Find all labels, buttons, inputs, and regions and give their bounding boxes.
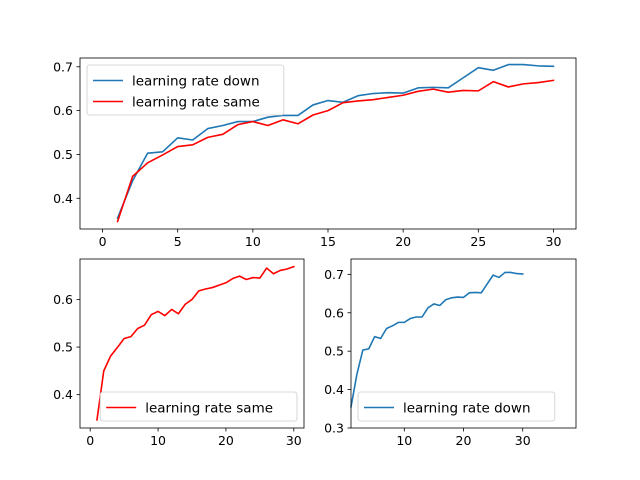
y-tick-label: 0.6 — [53, 292, 73, 307]
y-tick-label: 0.7 — [324, 267, 344, 282]
series-line-learning-rate-down — [116, 63, 555, 220]
x-tick-label: 0 — [86, 433, 94, 448]
x-tick-label: 10 — [245, 234, 261, 249]
legend-label: learning rate down — [403, 401, 531, 417]
axes-frame — [79, 258, 305, 429]
x-tick-label: 10 — [396, 433, 412, 448]
x-tick-label: 5 — [174, 234, 182, 249]
y-tick-label: 0.4 — [53, 191, 73, 206]
x-tick-label: 30 — [546, 234, 562, 249]
chart-panel-top: 0 5 10 15 20 25 30 0.4 0.5 0.6 0.7 learning rate do… — [53, 57, 577, 249]
y-tick-label: 0.4 — [53, 387, 73, 402]
chart-panel-bottom-right: 10 20 30 0.3 0.4 0.5 0.6 0.7 learning rate down — [324, 258, 577, 448]
x-tick-label: 30 — [515, 433, 531, 448]
x-tick-label: 20 — [395, 234, 411, 249]
legend: learning rate down learning rate same — [86, 64, 285, 116]
legend-label: learning rate down — [132, 74, 260, 90]
y-tick-label: 0.3 — [324, 421, 344, 436]
legend-label: learning rate same — [145, 401, 273, 417]
x-tick-label: 30 — [286, 433, 302, 448]
series-line-learning-rate-down — [350, 271, 524, 408]
chart-panel-bottom-left: 0 10 20 30 0.4 0.5 0.6 learning rate same — [53, 258, 305, 448]
y-tick-label: 0.7 — [53, 59, 73, 74]
y-tick-label: 0.5 — [53, 340, 73, 355]
x-tick-label: 0 — [99, 234, 107, 249]
series-line-learning-rate-same — [96, 265, 295, 421]
legend-box — [86, 64, 285, 116]
x-tick-label: 20 — [218, 433, 234, 448]
series-line-learning-rate-same — [116, 79, 555, 223]
legend-label: learning rate same — [132, 95, 260, 111]
legend-box — [99, 391, 298, 422]
x-tick-label: 20 — [456, 433, 472, 448]
y-tick-label: 0.4 — [324, 382, 344, 397]
y-tick-label: 0.6 — [324, 305, 344, 320]
x-tick-label: 10 — [150, 433, 166, 448]
x-tick-label: 15 — [320, 234, 336, 249]
y-tick-label: 0.5 — [324, 344, 344, 359]
y-tick-label: 0.5 — [53, 147, 73, 162]
y-tick-label: 0.6 — [53, 103, 73, 118]
legend-box — [357, 391, 556, 422]
legend: learning rate down — [357, 391, 556, 422]
x-tick-label: 25 — [470, 234, 486, 249]
legend: learning rate same — [99, 391, 298, 422]
